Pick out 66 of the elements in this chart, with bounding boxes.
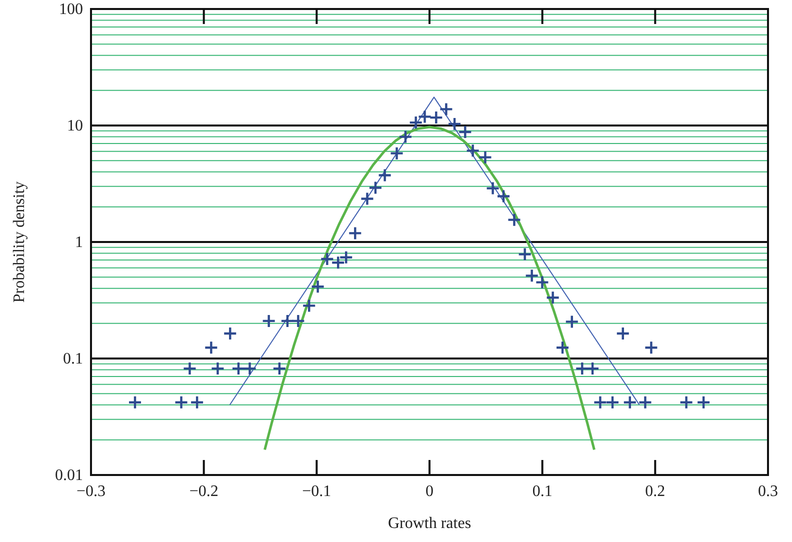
point — [320, 252, 334, 266]
point — [496, 189, 511, 204]
point — [231, 361, 246, 376]
point — [204, 340, 218, 355]
x-tick-label: −0.3 — [76, 483, 106, 500]
y-tick-label: 0.01 — [55, 467, 83, 484]
y-axis-title: Probability density — [11, 181, 28, 303]
point — [644, 340, 658, 355]
point — [280, 314, 295, 328]
point — [128, 395, 142, 410]
point — [272, 361, 287, 376]
point — [368, 180, 383, 195]
point — [696, 395, 711, 410]
point — [458, 124, 472, 140]
y-tick-label: 100 — [59, 1, 83, 18]
point — [310, 280, 325, 294]
point — [302, 298, 316, 313]
point — [524, 268, 539, 283]
point — [223, 326, 238, 341]
point — [518, 247, 532, 262]
point — [174, 395, 188, 410]
x-tick-label: −0.1 — [302, 483, 332, 500]
point — [622, 395, 637, 410]
point — [585, 361, 600, 376]
point — [575, 361, 590, 376]
point — [486, 181, 500, 196]
point — [638, 395, 652, 410]
point — [182, 361, 197, 376]
point — [418, 110, 432, 124]
point — [605, 395, 620, 410]
point — [331, 256, 346, 270]
point — [439, 102, 454, 116]
point — [378, 168, 392, 182]
point — [478, 150, 492, 164]
line-series — [264, 126, 596, 451]
point — [360, 192, 374, 206]
point — [390, 146, 404, 160]
point — [429, 110, 444, 125]
point — [593, 395, 608, 410]
x-axis-title: Growth rates — [388, 515, 472, 532]
point — [408, 115, 423, 130]
point — [535, 275, 550, 290]
point — [348, 226, 362, 240]
point — [466, 144, 480, 158]
x-tick-label: 0 — [426, 483, 434, 500]
point — [262, 314, 276, 328]
x-tick-label: 0.3 — [758, 483, 778, 500]
point — [339, 250, 354, 264]
x-tick-label: 0.1 — [532, 483, 552, 500]
y-tick-label: 10 — [67, 118, 83, 134]
point — [242, 361, 257, 376]
point — [616, 326, 630, 341]
y-tick-label: 0.1 — [63, 350, 83, 368]
point — [555, 340, 570, 355]
point — [398, 130, 413, 144]
point — [679, 395, 694, 410]
point — [210, 361, 225, 376]
point — [564, 314, 579, 329]
x-tick-label: 0.2 — [645, 483, 666, 500]
point — [507, 212, 522, 227]
x-tick-label: −0.2 — [189, 483, 218, 500]
point — [291, 314, 306, 328]
point — [190, 395, 204, 410]
point — [447, 116, 462, 132]
point — [546, 290, 560, 305]
y-tick-label: 1 — [75, 234, 83, 251]
